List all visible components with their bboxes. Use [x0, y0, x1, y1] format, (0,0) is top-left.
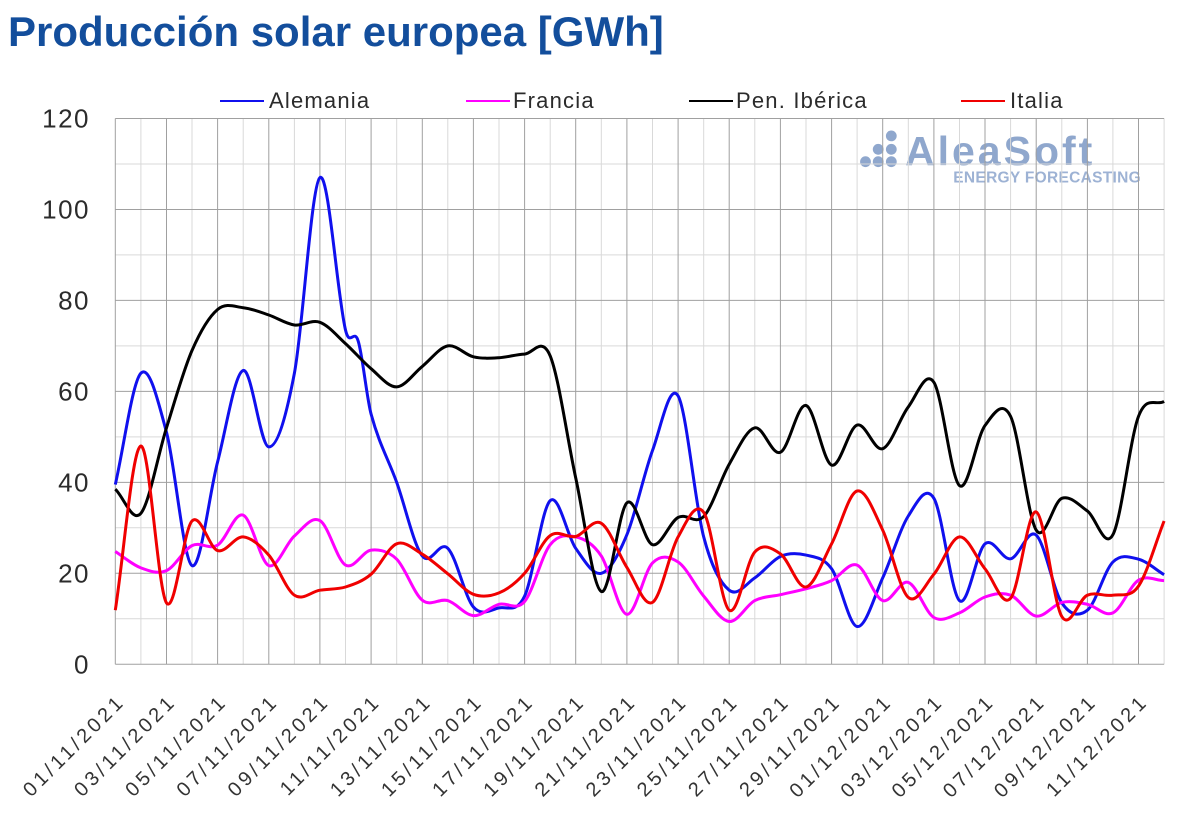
svg-text:ENERGY FORECASTING: ENERGY FORECASTING — [953, 170, 1141, 187]
svg-text:120: 120 — [42, 104, 90, 134]
svg-text:100: 100 — [42, 195, 90, 225]
svg-text:AleaSoft: AleaSoft — [905, 128, 1095, 174]
svg-text:0: 0 — [74, 649, 90, 679]
svg-text:80: 80 — [58, 285, 90, 315]
svg-text:40: 40 — [58, 467, 90, 497]
svg-text:20: 20 — [58, 558, 90, 588]
svg-text:60: 60 — [58, 376, 90, 406]
